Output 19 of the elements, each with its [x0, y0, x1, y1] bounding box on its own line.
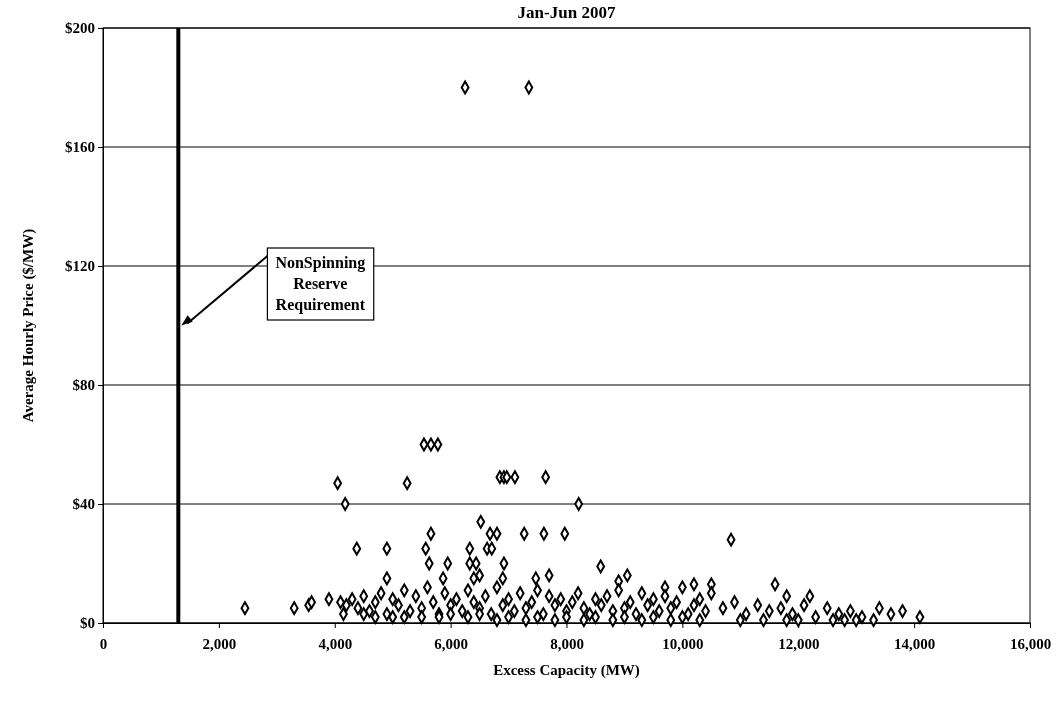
x-tick-label: 10,000 — [662, 636, 704, 652]
x-tick-label: 2,000 — [202, 636, 237, 652]
y-tick-label: $120 — [65, 258, 95, 275]
x-tick-label: 12,000 — [778, 636, 820, 652]
ref-line-label: NonSpinning Reserve Requirement — [275, 254, 366, 314]
y-tick-label: $80 — [72, 377, 95, 394]
x-tick-label: 6,000 — [434, 636, 468, 652]
y-tick-label: $160 — [65, 139, 95, 156]
x-tick-label: 8,000 — [550, 636, 584, 652]
x-tick-label: 4,000 — [318, 636, 353, 652]
y-axis-title: Average Hourly Price ($/MW) — [20, 228, 37, 423]
y-tick-label: $0 — [80, 615, 95, 632]
x-tick-label: 14,000 — [894, 636, 936, 652]
x-axis-title: Excess Capacity (MW) — [493, 662, 640, 679]
chart-title: Jan-Jun 2007 — [517, 3, 616, 22]
y-tick-label: $200 — [65, 20, 95, 37]
y-tick-label: $40 — [72, 496, 95, 513]
x-tick-label: 16,000 — [1009, 636, 1052, 652]
x-tick-label: 0 — [99, 636, 108, 652]
